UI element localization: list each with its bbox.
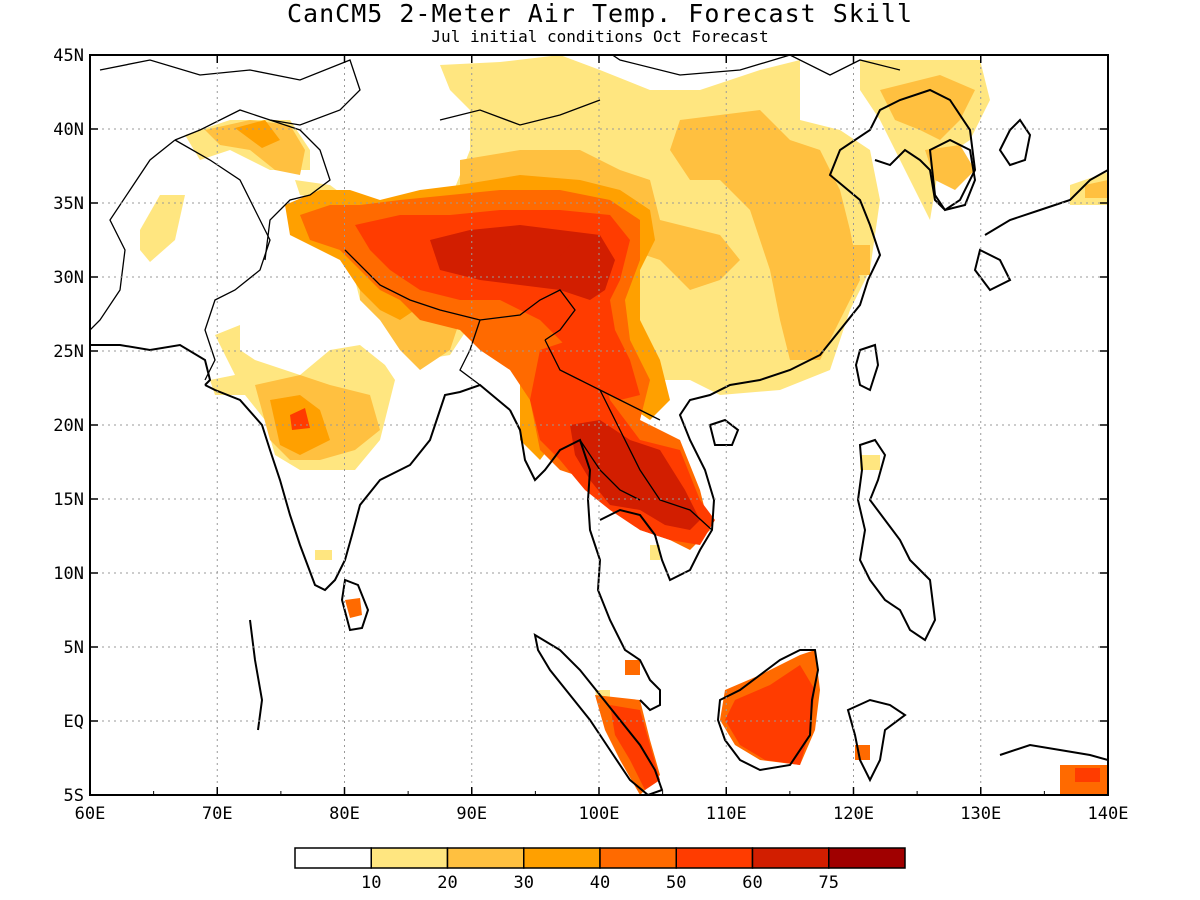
x-tick-label: 80E [329, 804, 360, 824]
x-tick-label: 100E [579, 804, 620, 824]
country-borders [90, 55, 901, 531]
y-tick-label: 15N [53, 490, 84, 510]
graticule [90, 55, 1108, 795]
y-axis-labels: 5S EQ 5N 10N 15N 20N 25N 30N 35N 40N 45N [53, 46, 84, 806]
colorbar-label: 20 [437, 873, 457, 893]
colorbar-label: 40 [590, 873, 610, 893]
y-tick-label: EQ [64, 712, 84, 732]
y-tick-label: 40N [53, 120, 84, 140]
colorbar-swatch [294, 847, 372, 869]
colorbar: 10 20 30 40 50 60 75 [294, 847, 906, 893]
y-tick-label: 10N [53, 564, 84, 584]
x-tick-label: 70E [202, 804, 233, 824]
x-tick-label: 140E [1088, 804, 1129, 824]
colorbar-swatch [446, 847, 525, 869]
y-tick-label: 45N [53, 46, 84, 66]
y-tick-label: 5N [64, 638, 84, 658]
x-tick-label: 120E [833, 804, 874, 824]
y-tick-label: 20N [53, 416, 84, 436]
colorbar-label: 60 [742, 873, 762, 893]
chart-title: CanCM5 2-Meter Air Temp. Forecast Skill [287, 0, 913, 28]
x-tick-label: 110E [706, 804, 747, 824]
colorbar-label: 75 [819, 873, 839, 893]
chart-subtitle: Jul initial conditions Oct Forecast [431, 27, 769, 46]
colorbar-swatch [828, 847, 906, 869]
skill-shading [140, 55, 1108, 795]
axis-ticks [89, 54, 1109, 796]
x-tick-label: 90E [456, 804, 487, 824]
colorbar-swatch [675, 847, 754, 869]
colorbar-label: 50 [666, 873, 686, 893]
y-tick-label: 35N [53, 194, 84, 214]
y-tick-label: 30N [53, 268, 84, 288]
colorbar-label: 30 [514, 873, 534, 893]
colorbar-swatch [370, 847, 449, 869]
y-tick-label: 25N [53, 342, 84, 362]
colorbar-swatch [599, 847, 677, 869]
colorbar-swatch [751, 847, 830, 869]
x-axis-labels: 60E 70E 80E 90E 100E 110E 120E 130E 140E [75, 804, 1129, 824]
x-tick-label: 60E [75, 804, 106, 824]
y-tick-label: 5S [64, 786, 84, 806]
x-tick-label: 130E [960, 804, 1001, 824]
colorbar-swatch [523, 847, 601, 869]
colorbar-label: 10 [361, 873, 381, 893]
